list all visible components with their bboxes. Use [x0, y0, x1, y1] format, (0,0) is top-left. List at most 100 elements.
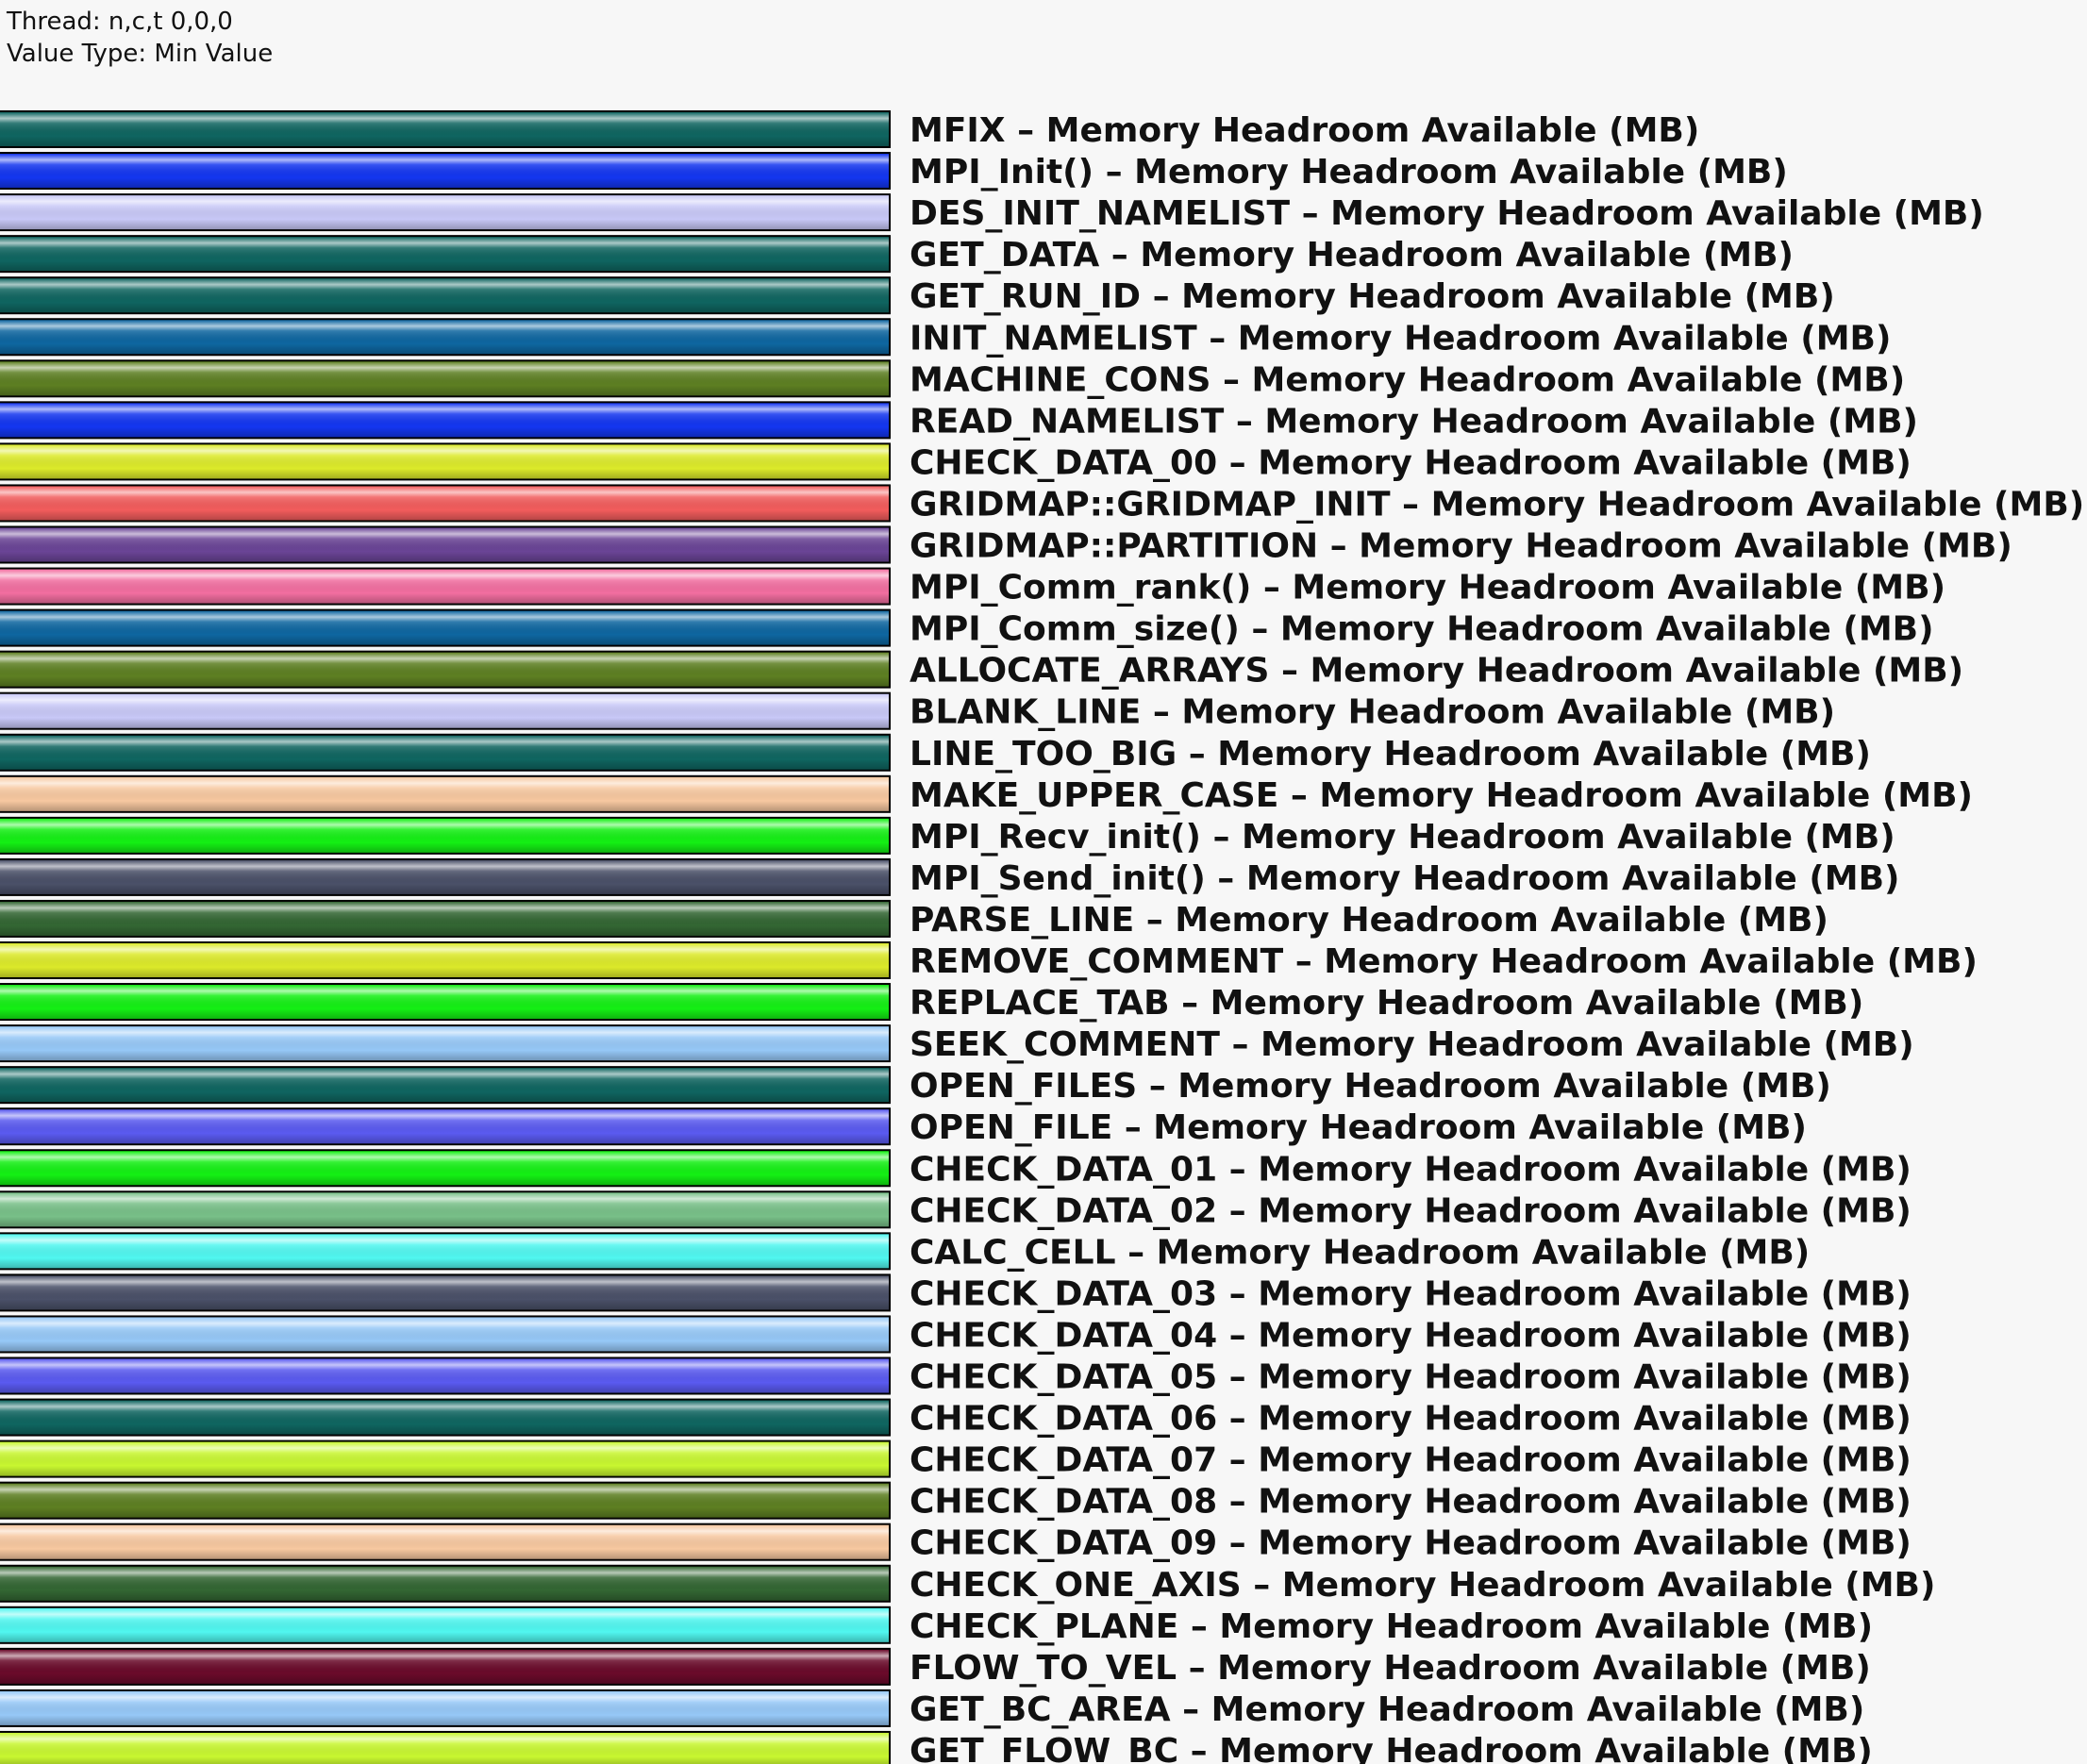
bar-name-label: OPEN_FILE – Memory Headroom Available (M… — [910, 1108, 1807, 1147]
bar-gloss — [0, 1607, 889, 1642]
bar-gloss — [0, 1441, 889, 1476]
bar-row: 528OPEN_FILE – Memory Headroom Available… — [0, 1107, 1807, 1147]
bar-name-label: GRIDMAP::PARTITION – Memory Headroom Ava… — [910, 527, 2012, 566]
bar-gloss — [0, 735, 889, 770]
bar-name-label: ALLOCATE_ARRAYS – Memory Headroom Availa… — [910, 652, 1963, 691]
bar-row: 525CHECK_DATA_09 – Memory Headroom Avail… — [0, 1523, 1912, 1563]
bar-gloss — [0, 486, 889, 521]
bar-row: 577GRIDMAP::PARTITION – Memory Headroom … — [0, 525, 2012, 566]
bar-name-label: CHECK_DATA_07 – Memory Headroom Availabl… — [910, 1441, 1912, 1480]
bar-name-label: MPI_Send_init() – Memory Headroom Availa… — [910, 859, 1899, 898]
bar-gloss — [0, 776, 889, 811]
bar-name-label: CHECK_PLANE – Memory Headroom Available … — [910, 1607, 1873, 1646]
bar-row: 525GET_BC_AREA – Memory Headroom Availab… — [0, 1689, 1864, 1729]
bar-name-label: MPI_Recv_init() – Memory Headroom Availa… — [910, 818, 1895, 857]
bar-row: 589DES_INIT_NAMELIST – Memory Headroom A… — [0, 193, 1984, 233]
bar-row: 525CHECK_DATA_04 – Memory Headroom Avail… — [0, 1315, 1912, 1355]
bar-row: 655MFIX – Memory Headroom Available (MB) — [0, 110, 1699, 150]
bar-gloss — [0, 1275, 889, 1310]
bar-gloss — [0, 1109, 889, 1144]
bar-row: 575REMOVE_COMMENT – Memory Headroom Avai… — [0, 941, 1978, 981]
bar-name-label: MFIX – Memory Headroom Available (MB) — [910, 111, 1699, 150]
bar-row: 525CHECK_DATA_03 – Memory Headroom Avail… — [0, 1273, 1912, 1313]
bar-row: 575ALLOCATE_ARRAYS – Memory Headroom Ava… — [0, 650, 1963, 691]
bar-name-label: GRIDMAP::GRIDMAP_INIT – Memory Headroom … — [910, 485, 2084, 524]
bar-name-label: MPI_Comm_size() – Memory Headroom Availa… — [910, 610, 1934, 649]
bar-gloss — [0, 527, 889, 562]
bar-row: 526CHECK_DATA_01 – Memory Headroom Avail… — [0, 1149, 1912, 1189]
bar-name-label: CHECK_DATA_06 – Memory Headroom Availabl… — [910, 1400, 1912, 1439]
bar-gloss — [0, 237, 889, 272]
bar-gloss — [0, 320, 889, 355]
bar-row: 589GET_DATA – Memory Headroom Available … — [0, 235, 1794, 275]
bar-row: 525CHECK_PLANE – Memory Headroom Availab… — [0, 1606, 1873, 1646]
bar-row: 577CHECK_DATA_00 – Memory Headroom Avail… — [0, 442, 1912, 482]
bar-name-label: CHECK_DATA_01 – Memory Headroom Availabl… — [910, 1150, 1912, 1189]
bar-gloss — [0, 818, 889, 853]
bar-gloss — [0, 1192, 889, 1227]
bar-gloss — [0, 693, 889, 728]
bar-row: 530OPEN_FILES – Memory Headroom Availabl… — [0, 1066, 1831, 1106]
bar-gloss — [0, 569, 889, 604]
bar-gloss — [0, 901, 889, 936]
bar-name-label: FLOW_TO_VEL – Memory Headroom Available … — [910, 1649, 1871, 1688]
bar-gloss — [0, 112, 889, 146]
bar-row: 525GET_FLOW_BC – Memory Headroom Availab… — [0, 1730, 1873, 1764]
bar-name-label: CHECK_DATA_02 – Memory Headroom Availabl… — [910, 1191, 1912, 1230]
bar-row: 525CHECK_ONE_AXIS – Memory Headroom Avai… — [0, 1564, 1935, 1605]
bar-name-label: CALC_CELL – Memory Headroom Available (M… — [910, 1233, 1810, 1272]
bar-name-label: MACHINE_CONS – Memory Headroom Available… — [910, 360, 1905, 399]
bar-row: 589MACHINE_CONS – Memory Headroom Availa… — [0, 359, 1905, 399]
bar-row: 575LINE_TOO_BIG – Memory Headroom Availa… — [0, 733, 1871, 774]
bar-gloss — [0, 1234, 889, 1269]
bar-name-label: CHECK_DATA_00 – Memory Headroom Availabl… — [910, 443, 1912, 482]
bar-gloss — [0, 1524, 889, 1559]
bar-row: 577MPI_Comm_rank() – Memory Headroom Ava… — [0, 567, 1945, 607]
bar-row: 575MAKE_UPPER_CASE – Memory Headroom Ava… — [0, 774, 1973, 815]
bar-gloss — [0, 278, 889, 313]
bar-name-label: CHECK_DATA_04 – Memory Headroom Availabl… — [910, 1316, 1912, 1355]
bar-gloss — [0, 985, 889, 1020]
bar-gloss — [0, 943, 889, 977]
bar-gloss — [0, 154, 889, 189]
bar-gloss — [0, 1358, 889, 1393]
bar-name-label: GET_FLOW_BC – Memory Headroom Available … — [910, 1732, 1873, 1764]
bar-row: 575PARSE_LINE – Memory Headroom Availabl… — [0, 899, 1828, 940]
bar-gloss — [0, 1732, 889, 1764]
bar-name-label: CHECK_DATA_08 – Memory Headroom Availabl… — [910, 1483, 1912, 1522]
bar-row: 589READ_NAMELIST – Memory Headroom Avail… — [0, 401, 1918, 441]
bar-name-label: INIT_NAMELIST – Memory Headroom Availabl… — [910, 319, 1891, 358]
bar-name-label: LINE_TOO_BIG – Memory Headroom Available… — [910, 735, 1871, 774]
bar-row: 525CHECK_DATA_07 – Memory Headroom Avail… — [0, 1439, 1912, 1480]
bar-name-label: BLANK_LINE – Memory Headroom Available (… — [910, 693, 1835, 732]
bar-name-label: GET_DATA – Memory Headroom Available (MB… — [910, 236, 1794, 275]
bar-gloss — [0, 1026, 889, 1061]
bar-row: 526CHECK_DATA_02 – Memory Headroom Avail… — [0, 1190, 1912, 1230]
bar-row: 525CHECK_DATA_08 – Memory Headroom Avail… — [0, 1481, 1912, 1522]
bar-name-label: MPI_Comm_rank() – Memory Headroom Availa… — [910, 569, 1945, 607]
bar-row: 577MPI_Comm_size() – Memory Headroom Ava… — [0, 608, 1934, 649]
bar-gloss — [0, 1068, 889, 1103]
bar-gloss — [0, 610, 889, 645]
bar-row: 575MPI_Recv_init() – Memory Headroom Ava… — [0, 816, 1895, 857]
bar-row: 575MPI_Send_init() – Memory Headroom Ava… — [0, 857, 1899, 898]
bar-name-label: PARSE_LINE – Memory Headroom Available (… — [910, 901, 1828, 940]
bar-row: 525CALC_CELL – Memory Headroom Available… — [0, 1232, 1810, 1272]
bar-name-label: GET_RUN_ID – Memory Headroom Available (… — [910, 277, 1835, 316]
bar-name-label: CHECK_DATA_09 – Memory Headroom Availabl… — [910, 1524, 1912, 1563]
bar-row: 655MPI_Init() – Memory Headroom Availabl… — [0, 152, 1788, 191]
bar-name-label: CHECK_ONE_AXIS – Memory Headroom Availab… — [910, 1566, 1935, 1605]
bar-name-label: SEEK_COMMENT – Memory Headroom Available… — [910, 1025, 1914, 1064]
bar-row: 589INIT_NAMELIST – Memory Headroom Avail… — [0, 318, 1891, 358]
bar-row: 525CHECK_DATA_05 – Memory Headroom Avail… — [0, 1356, 1912, 1397]
bar-name-label: CHECK_DATA_05 – Memory Headroom Availabl… — [910, 1358, 1912, 1397]
thread-label: Thread: n,c,t 0,0,0 — [7, 8, 233, 36]
bar-gloss — [0, 195, 889, 230]
bar-row: 575SEEK_COMMENT – Memory Headroom Availa… — [0, 1024, 1914, 1064]
bar-name-label: OPEN_FILES – Memory Headroom Available (… — [910, 1067, 1831, 1106]
bar-gloss — [0, 1317, 889, 1352]
bar-row: 525CHECK_DATA_06 – Memory Headroom Avail… — [0, 1398, 1912, 1439]
bar-row: 575BLANK_LINE – Memory Headroom Availabl… — [0, 691, 1835, 732]
bar-row: 589GET_RUN_ID – Memory Headroom Availabl… — [0, 276, 1835, 316]
